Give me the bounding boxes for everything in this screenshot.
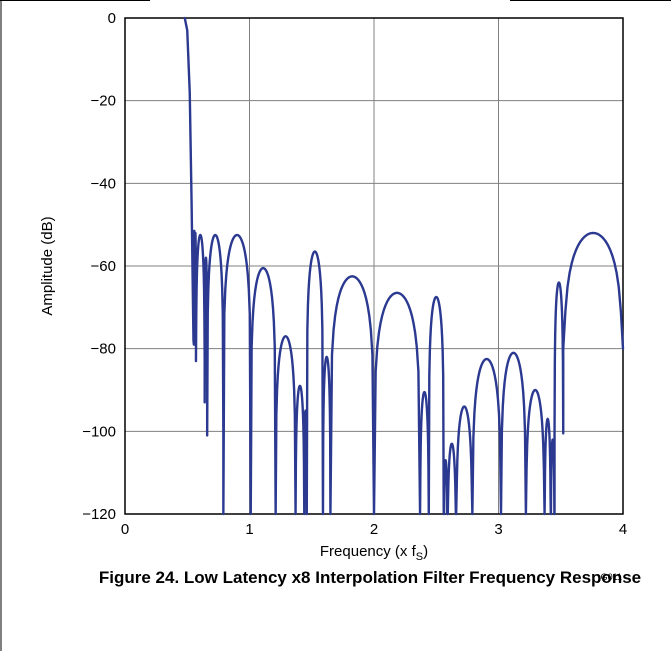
figure-code: G011 xyxy=(601,572,622,582)
y-axis-title: Amplitude (dB) xyxy=(39,216,56,315)
x-tick-label: 4 xyxy=(619,521,627,538)
x-axis-title: Frequency (x fS) xyxy=(320,543,428,563)
y-tick-label: −40 xyxy=(91,175,116,192)
x-tick-label: 0 xyxy=(121,521,129,538)
x-tick-label: 2 xyxy=(370,521,378,538)
y-tick-label: −100 xyxy=(82,423,116,440)
figure-caption: Figure 24. Low Latency x8 Interpolation … xyxy=(98,568,642,587)
x-tick-label: 3 xyxy=(494,521,502,538)
y-tick-label: 0 xyxy=(108,10,116,27)
x-axis-title-subscript: S xyxy=(416,551,423,563)
series-line-amplitude xyxy=(183,16,625,516)
y-tick-label: −80 xyxy=(91,341,116,358)
x-tick-label: 1 xyxy=(245,521,253,538)
x-axis-title-close: ) xyxy=(423,543,428,560)
tick-labels: 0 1 2 3 4 0 −20 −40 −60 −80 −100 −120 xyxy=(82,10,627,538)
y-tick-label: −20 xyxy=(91,93,116,110)
y-tick-label: −60 xyxy=(91,258,116,275)
y-tick-label: −120 xyxy=(82,506,116,523)
